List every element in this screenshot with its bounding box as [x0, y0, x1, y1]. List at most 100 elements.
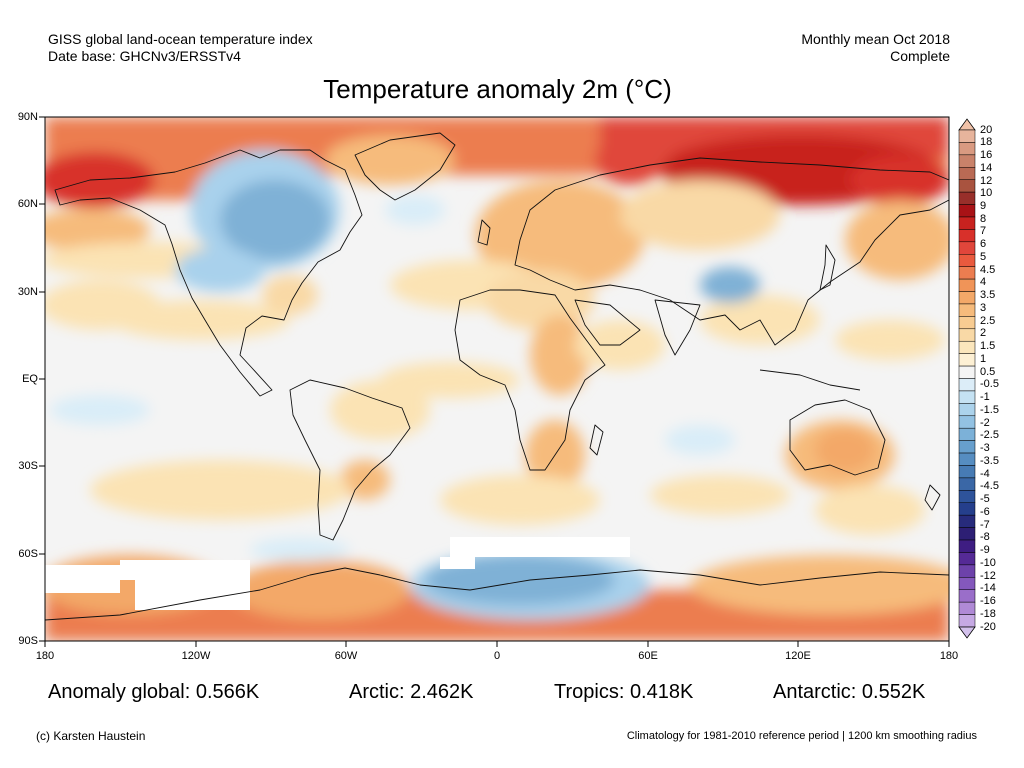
- colorbar-label: 7: [980, 225, 987, 238]
- colorbar-label: -9: [980, 544, 990, 556]
- colorbar-box: [958, 403, 976, 417]
- colorbar-box: [958, 303, 976, 317]
- africa-outline: [454, 289, 606, 471]
- stat-arctic: Arctic: 2.462K: [349, 681, 474, 703]
- colorbar-label: -2: [980, 416, 990, 429]
- colorbar-label: -8: [980, 531, 990, 544]
- climatology-note: Climatology for 1981-2010 reference peri…: [626, 730, 977, 742]
- colorbar-box: [958, 328, 976, 342]
- colorbar-label: -12: [980, 569, 996, 582]
- colorbar-box: [958, 601, 976, 615]
- colorbar-box: [958, 353, 976, 367]
- colorbar-label: -1: [980, 391, 990, 404]
- header-right: Monthly mean Oct 2018 Complete: [801, 31, 950, 65]
- madagascar-outline: [589, 424, 604, 456]
- colorbar-box: [958, 179, 976, 193]
- colorbar-box: [958, 514, 976, 528]
- colorbar-box: [958, 390, 976, 404]
- colorbar-label: -20: [980, 620, 996, 633]
- colorbar-label: -16: [980, 595, 996, 607]
- lon-label-180w: 180: [35, 650, 55, 662]
- colorbar-box: [958, 167, 976, 180]
- stat-global: Anomaly global: 0.566K: [48, 681, 260, 703]
- colorbar-label: 1.5: [980, 340, 996, 353]
- colorbar-label: 3.5: [980, 289, 996, 302]
- coastlines: [45, 132, 949, 621]
- lat-label-90n: 90N: [17, 111, 38, 123]
- colorbar-box: [958, 229, 976, 243]
- period-label: Monthly mean Oct 2018: [801, 31, 950, 47]
- axis-ticks: [39, 116, 950, 647]
- colorbar-label: 20: [980, 123, 993, 136]
- japan-outline: [819, 244, 836, 291]
- colorbar-label: -5: [980, 493, 990, 506]
- colorbar-box: [958, 564, 976, 578]
- colorbar-box: [958, 415, 976, 429]
- anomaly-stats: Anomaly global: 0.566K Arctic: 2.462K Tr…: [0, 680, 1024, 706]
- colorbar-box: [958, 142, 976, 156]
- colorbar-label: -0.5: [980, 378, 999, 391]
- lon-label-0: 0: [493, 650, 501, 662]
- colorbar-box: [958, 241, 976, 255]
- header-left: GISS global land-ocean temperature index…: [48, 31, 313, 65]
- colorbar-label: 10: [980, 187, 993, 200]
- colorbar-box: [958, 254, 976, 267]
- colorbar-bottom-arrow: [958, 626, 976, 639]
- indonesia-outline: [759, 369, 861, 391]
- colorbar-box: [958, 278, 976, 292]
- lon-label-180e: 180: [939, 650, 959, 662]
- colorbar-box: [958, 378, 976, 392]
- dataset-title: GISS global land-ocean temperature index: [48, 31, 313, 47]
- colorbar-label: -3: [980, 442, 990, 455]
- colorbar-box: [958, 440, 976, 454]
- colorbar-label: -18: [980, 607, 996, 620]
- lat-label-90s: 90S: [18, 635, 38, 647]
- colorbar-box: [958, 539, 976, 553]
- colorbar-label: 16: [980, 149, 993, 161]
- colorbar-box: [958, 316, 976, 330]
- colorbar-label: -1.5: [980, 403, 999, 416]
- colorbar-label: 14: [980, 161, 993, 174]
- colorbar-box: [958, 477, 976, 491]
- colorbar-label: 2.5: [980, 314, 996, 327]
- arabia-outline: [574, 299, 641, 346]
- colorbar-box: [958, 502, 976, 516]
- australia-outline: [789, 399, 886, 476]
- colorbar-box: [958, 465, 976, 479]
- colorbar-label: 5: [980, 250, 987, 263]
- colorbar-box: [958, 589, 976, 603]
- europe-asia-outline: [514, 157, 949, 346]
- colorbar-label: 12: [980, 174, 993, 187]
- colorbar-box: [958, 552, 976, 566]
- lat-label-30s: 30S: [18, 460, 38, 472]
- colorbar-box: [958, 614, 976, 628]
- colorbar-label: 8: [980, 212, 987, 225]
- colorbar-box: [958, 365, 976, 379]
- colorbar-box: [958, 204, 976, 218]
- stat-tropics: Tropics: 0.418K: [554, 681, 694, 703]
- colorbar-label: -14: [980, 582, 996, 595]
- colorbar-box: [958, 427, 976, 441]
- lon-label-60w: 60W: [334, 650, 358, 662]
- anomaly-field: [45, 117, 949, 641]
- colorbar-label: -10: [980, 556, 996, 569]
- colorbar-label: -4: [980, 467, 990, 480]
- colorbar-label: 1: [980, 352, 987, 365]
- lon-label-120e: 120E: [785, 650, 811, 662]
- greenland-outline: [354, 132, 456, 201]
- colorbar-label: 2: [980, 327, 987, 340]
- lon-label-120w: 120W: [181, 650, 211, 662]
- lat-label-eq: EQ: [22, 373, 38, 385]
- lat-label-60n: 60N: [17, 198, 38, 210]
- map-title: Temperature anomaly 2m (°C): [323, 74, 672, 104]
- colorbar-box: [958, 291, 976, 305]
- data-base: Date base: GHCNv3/ERSSTv4: [48, 48, 241, 64]
- colorbar-box: [958, 452, 976, 466]
- missing-data-areas: [45, 537, 630, 610]
- completeness-label: Complete: [890, 48, 950, 64]
- south-america-outline: [289, 379, 411, 541]
- colorbar-label: -7: [980, 518, 990, 531]
- colorbar-box: [958, 154, 976, 168]
- colorbar-box: [958, 129, 976, 143]
